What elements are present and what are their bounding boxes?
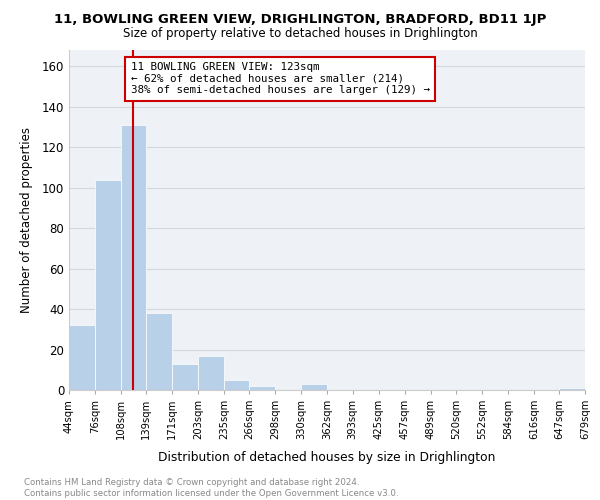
Bar (198, 356, 224, 390)
Bar (301, 384, 328, 390)
Text: Contains HM Land Registry data © Crown copyright and database right 2024.
Contai: Contains HM Land Registry data © Crown c… (24, 478, 398, 498)
Bar (559, 388, 585, 390)
Bar (69, 325, 95, 390)
Text: Size of property relative to detached houses in Drighlington: Size of property relative to detached ho… (122, 28, 478, 40)
Bar (172, 364, 198, 390)
Text: 11, BOWLING GREEN VIEW, DRIGHLINGTON, BRADFORD, BD11 1JP: 11, BOWLING GREEN VIEW, DRIGHLINGTON, BR… (54, 12, 546, 26)
Bar (224, 380, 250, 390)
Bar (121, 125, 146, 390)
Text: 11 BOWLING GREEN VIEW: 123sqm
← 62% of detached houses are smaller (214)
38% of : 11 BOWLING GREEN VIEW: 123sqm ← 62% of d… (131, 62, 430, 96)
Y-axis label: Number of detached properties: Number of detached properties (20, 127, 34, 313)
Bar (146, 313, 172, 390)
X-axis label: Distribution of detached houses by size in Drighlington: Distribution of detached houses by size … (158, 450, 496, 464)
Bar (95, 180, 121, 390)
Bar (250, 386, 275, 390)
